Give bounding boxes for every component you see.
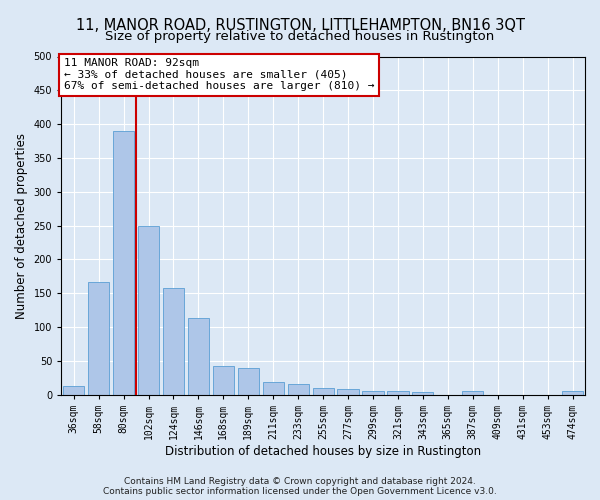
Bar <box>263 382 284 394</box>
Bar <box>562 392 583 394</box>
Bar <box>287 384 309 394</box>
Text: Size of property relative to detached houses in Rustington: Size of property relative to detached ho… <box>106 30 494 43</box>
Bar <box>337 388 359 394</box>
Bar <box>388 392 409 394</box>
Bar <box>88 282 109 395</box>
Text: 11 MANOR ROAD: 92sqm
← 33% of detached houses are smaller (405)
67% of semi-deta: 11 MANOR ROAD: 92sqm ← 33% of detached h… <box>64 58 374 92</box>
Bar <box>63 386 84 394</box>
Bar <box>362 390 383 394</box>
Bar <box>113 131 134 394</box>
Bar <box>163 288 184 395</box>
Bar <box>238 368 259 394</box>
Y-axis label: Number of detached properties: Number of detached properties <box>15 132 28 318</box>
Bar <box>412 392 433 394</box>
Text: 11, MANOR ROAD, RUSTINGTON, LITTLEHAMPTON, BN16 3QT: 11, MANOR ROAD, RUSTINGTON, LITTLEHAMPTO… <box>76 18 524 32</box>
Bar <box>188 318 209 394</box>
Bar <box>313 388 334 394</box>
X-axis label: Distribution of detached houses by size in Rustington: Distribution of detached houses by size … <box>165 444 481 458</box>
Bar <box>462 392 484 394</box>
Bar <box>213 366 234 394</box>
Text: Contains HM Land Registry data © Crown copyright and database right 2024.
Contai: Contains HM Land Registry data © Crown c… <box>103 476 497 496</box>
Bar <box>138 226 159 394</box>
